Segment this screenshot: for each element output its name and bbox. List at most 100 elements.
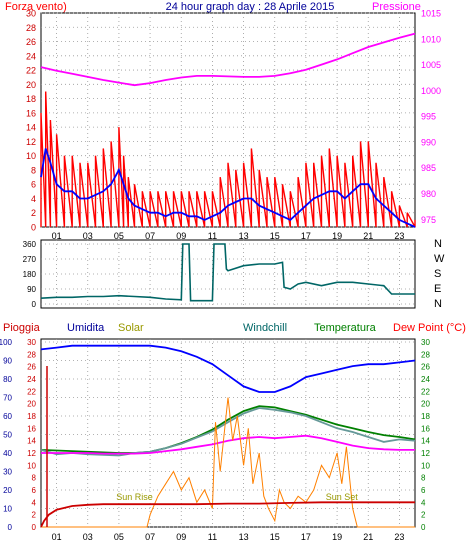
temperatura-series — [40, 405, 416, 454]
humidity-y-tick: 90 — [3, 357, 12, 366]
wind-y-tick: 24 — [26, 51, 36, 61]
wind-x-ticks: 01 03 05 07 09 11 13 15 17 19 21 23 — [52, 231, 405, 241]
pressure-y-ticks: 1015 1010 1005 1000 995 990 985 980 975 — [421, 9, 441, 225]
rain-y-tick: 18 — [27, 412, 36, 421]
compass-label: S — [434, 268, 441, 280]
wind-y-tick: 30 — [26, 9, 36, 19]
wind-x-tick: 21 — [363, 231, 373, 241]
temp-y-tick: 30 — [421, 338, 430, 347]
rain-y-tick: 24 — [27, 375, 36, 384]
temp-x-tick: 11 — [208, 532, 217, 542]
compass-label: N — [434, 238, 442, 250]
rain-y-tick: 26 — [27, 363, 36, 372]
pressure-axis-label: Pressione — [372, 1, 421, 13]
rain-y-tick: 28 — [27, 350, 36, 359]
pressure-y-tick: 995 — [421, 112, 436, 122]
temp-x-tick: 21 — [363, 532, 373, 542]
legend: Pioggia Umidita Solar Windchill Temperatura D… — [3, 322, 466, 334]
legend-item: Dew Point (°C) — [393, 322, 466, 334]
rain-y-tick: 12 — [27, 449, 36, 458]
wind-x-tick: 11 — [208, 231, 217, 241]
temp-y-tick: 8 — [421, 474, 426, 483]
humidity-y-tick: 30 — [3, 468, 12, 477]
rain-y-tick: 22 — [27, 387, 36, 396]
temp-x-tick: 03 — [83, 532, 93, 542]
compass-label: E — [434, 283, 441, 295]
temp-y-tick: 20 — [421, 400, 430, 409]
direction-y-tick: 90 — [27, 285, 36, 294]
wind-x-tick: 23 — [394, 231, 404, 241]
rain-y-tick: 0 — [32, 523, 37, 532]
legend-item: Solar — [118, 322, 144, 334]
temp-x-ticks: 01 03 05 07 09 11 13 15 17 19 21 23 — [52, 532, 405, 542]
dew-point-c-series — [41, 434, 415, 455]
temp-x-tick: 07 — [145, 532, 155, 542]
direction-grid — [41, 240, 415, 308]
humidity-y-tick: 50 — [3, 431, 12, 440]
direction-y-tick: 360 — [23, 240, 37, 249]
temp-y-tick: 24 — [421, 375, 430, 384]
temp-x-tick: 05 — [114, 532, 124, 542]
wind-y-tick: 10 — [26, 151, 36, 161]
humidity-y-tick: 10 — [3, 505, 12, 514]
wind-direction-series — [40, 243, 415, 302]
temp-x-tick: 17 — [301, 532, 311, 542]
temp-x-tick: 15 — [270, 532, 280, 542]
pressure-series — [40, 32, 416, 87]
humidity-y-tick: 0 — [8, 523, 13, 532]
wind-y-tick: 14 — [26, 123, 36, 133]
humidity-y-tick: 80 — [3, 375, 12, 384]
direction-y-ticks: 360 270 180 90 0 — [23, 240, 37, 309]
temp-x-tick: 09 — [176, 532, 186, 542]
chart-title: 24 hour graph day : 28 Aprile 2015 — [166, 1, 335, 13]
compass-label: N — [434, 298, 442, 310]
wind-y-tick: 12 — [26, 137, 36, 147]
rain-y-tick: 16 — [27, 424, 36, 433]
rain-y-tick: 8 — [32, 474, 37, 483]
temp-y-tick: 2 — [421, 511, 426, 520]
wind-x-tick: 15 — [270, 231, 280, 241]
wind-x-tick: 05 — [114, 231, 124, 241]
temp-plot-frame — [40, 338, 416, 528]
pressure-y-tick: 980 — [421, 189, 436, 199]
temp-y-tick: 6 — [421, 486, 426, 495]
humidity-y-tick: 60 — [3, 412, 12, 421]
pressure-y-tick: 1000 — [421, 86, 441, 96]
temp-series — [40, 344, 416, 528]
pressure-y-tick: 1005 — [421, 60, 441, 70]
humidity-y-tick: 100 — [0, 338, 13, 347]
wind-y-tick: 22 — [26, 66, 36, 76]
temp-y-tick: 26 — [421, 363, 430, 372]
sun-annotation: Sun Rise — [116, 492, 153, 502]
temp-x-tick: 19 — [332, 532, 342, 542]
temp-y-tick: 4 — [421, 498, 426, 507]
temp-y-tick: 28 — [421, 350, 430, 359]
temp-x-tick: 13 — [239, 532, 249, 542]
legend-item: Windchill — [243, 322, 287, 334]
wind-y-tick: 16 — [26, 108, 36, 118]
temp-y-tick: 12 — [421, 449, 430, 458]
temp-y-tick: 22 — [421, 387, 430, 396]
temperature-humidity-panel: Pioggia Umidita Solar Windchill Temperatura D… — [0, 322, 466, 542]
temp-x-tick: 23 — [394, 532, 404, 542]
pioggia-series — [40, 501, 415, 528]
wind-y-tick: 4 — [31, 194, 36, 204]
wind-y-tick: 0 — [31, 223, 36, 233]
humidity-y-tick: 40 — [3, 449, 12, 458]
legend-item: Pioggia — [3, 322, 41, 334]
wind-series — [40, 32, 416, 228]
temp-y-tick: 0 — [421, 523, 426, 532]
wind-x-tick: 01 — [52, 231, 62, 241]
pressure-y-tick: 975 — [421, 215, 436, 225]
rain-y-tick: 14 — [27, 437, 36, 446]
rain-y-tick: 30 — [27, 338, 36, 347]
pressure-y-tick: 1010 — [421, 34, 441, 44]
temp-x-tick: 01 — [52, 532, 62, 542]
solar-series — [41, 397, 415, 528]
direction-y-tick: 180 — [23, 270, 37, 279]
sun-annotations: Sun Rise Sun Set — [116, 492, 358, 502]
pressure-y-tick: 990 — [421, 137, 436, 147]
wind-x-tick: 07 — [145, 231, 155, 241]
direction-y-tick: 0 — [32, 300, 37, 309]
